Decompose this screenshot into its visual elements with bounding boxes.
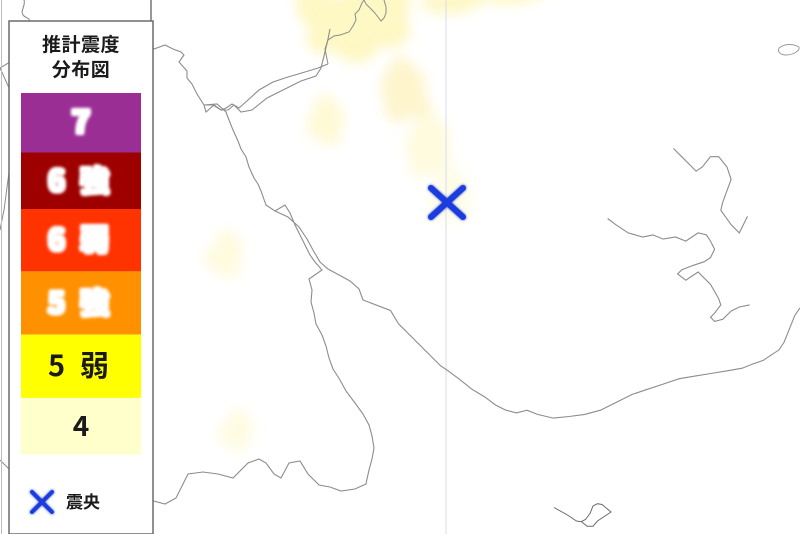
- svg-text:6強: 6強: [48, 158, 124, 200]
- svg-text:震央: 震央: [66, 488, 100, 513]
- svg-text:6弱: 6弱: [48, 217, 124, 259]
- svg-text:分布図: 分布図: [52, 55, 111, 82]
- svg-text:5強: 5強: [48, 280, 124, 322]
- svg-text:7: 7: [72, 97, 91, 143]
- svg-text:4: 4: [73, 405, 90, 445]
- svg-text:5弱: 5弱: [48, 343, 124, 385]
- svg-text:推計震度: 推計震度: [42, 30, 120, 57]
